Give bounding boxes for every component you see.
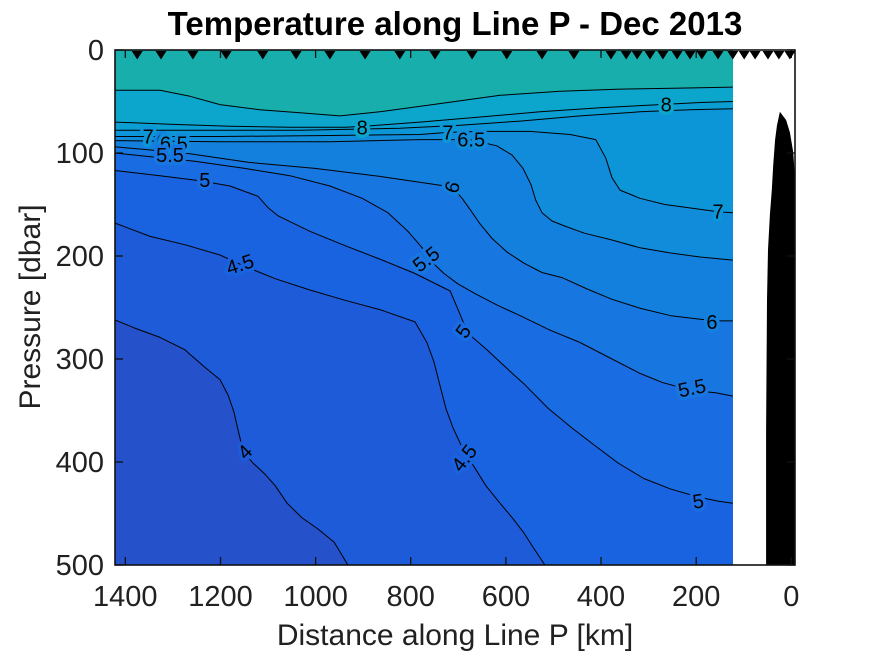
contour-line-8.5 (114, 86, 733, 117)
x-tick-label: 200 (672, 581, 720, 613)
station-marker (324, 51, 336, 60)
contour-line-8 (114, 101, 733, 128)
station-marker (359, 51, 371, 60)
station-marker (568, 51, 580, 60)
station-marker (501, 51, 513, 60)
station-marker (644, 51, 656, 60)
contour-line-5 (114, 170, 733, 504)
station-marker (671, 51, 683, 60)
station-marker (727, 51, 739, 60)
contour-label: 7 (143, 127, 154, 149)
station-marker (220, 51, 232, 60)
contour-line-7.5 (114, 108, 733, 131)
contour-label: 5.5 (156, 145, 184, 167)
x-axis-label: Distance along Line P [km] (276, 619, 634, 652)
station-marker (131, 51, 143, 60)
station-marker (605, 51, 617, 60)
x-tick-label: 800 (387, 581, 435, 613)
contour-label: 7 (442, 122, 453, 144)
station-marker (684, 51, 696, 60)
bathymetry-silhouette (766, 111, 796, 566)
contour-line-4.5 (114, 222, 546, 566)
station-marker (394, 51, 406, 60)
station-marker (657, 51, 669, 60)
station-marker (784, 51, 796, 60)
contour-label: 6.5 (160, 134, 188, 156)
contour-line-7 (114, 130, 733, 214)
y-axis-label: Pressure [dbar] (14, 204, 47, 410)
x-tick-label: 600 (482, 581, 530, 613)
x-tick-label: 1400 (93, 581, 158, 613)
station-marker (631, 51, 643, 60)
station-marker (466, 51, 478, 60)
x-tick-label: 1200 (188, 581, 253, 613)
band-fill-above-8.5 (114, 50, 733, 116)
contour-label: 6 (156, 132, 167, 154)
x-tick-label: 400 (577, 581, 625, 613)
station-marker (712, 51, 724, 60)
y-tick-label: 0 (88, 35, 104, 67)
station-marker (155, 51, 167, 60)
y-tick-label: 400 (56, 447, 104, 479)
contour-label: 7 (712, 202, 723, 224)
station-marker (696, 51, 708, 60)
station-marker (290, 51, 302, 60)
contour-line-5.5 (114, 152, 733, 397)
station-marker (536, 51, 548, 60)
station-marker (738, 51, 750, 60)
contour-line-4 (114, 319, 349, 566)
y-tick-label: 200 (56, 241, 104, 273)
contour-label: 8 (661, 95, 672, 117)
contour-line-6.5 (114, 139, 733, 261)
axes-box (114, 49, 796, 566)
station-marker (187, 51, 199, 60)
y-tick-label: 500 (56, 550, 104, 582)
station-marker (257, 51, 269, 60)
contour-label: 6.5 (457, 130, 485, 152)
y-tick-label: 300 (56, 344, 104, 376)
contour-line-6 (114, 146, 733, 322)
x-tick-label: 1000 (283, 581, 348, 613)
chart-title: Temperature along Line P - Dec 2013 (167, 5, 743, 42)
station-marker (749, 51, 761, 60)
contour-label: 6 (706, 312, 717, 334)
y-tick-label: 100 (56, 138, 104, 170)
x-tick-label: 0 (783, 581, 799, 613)
station-marker (773, 51, 785, 60)
station-marker (762, 51, 774, 60)
contour-label: 5 (199, 170, 210, 192)
station-marker (429, 51, 441, 60)
contour-label: 8 (357, 117, 368, 139)
station-marker (620, 51, 632, 60)
